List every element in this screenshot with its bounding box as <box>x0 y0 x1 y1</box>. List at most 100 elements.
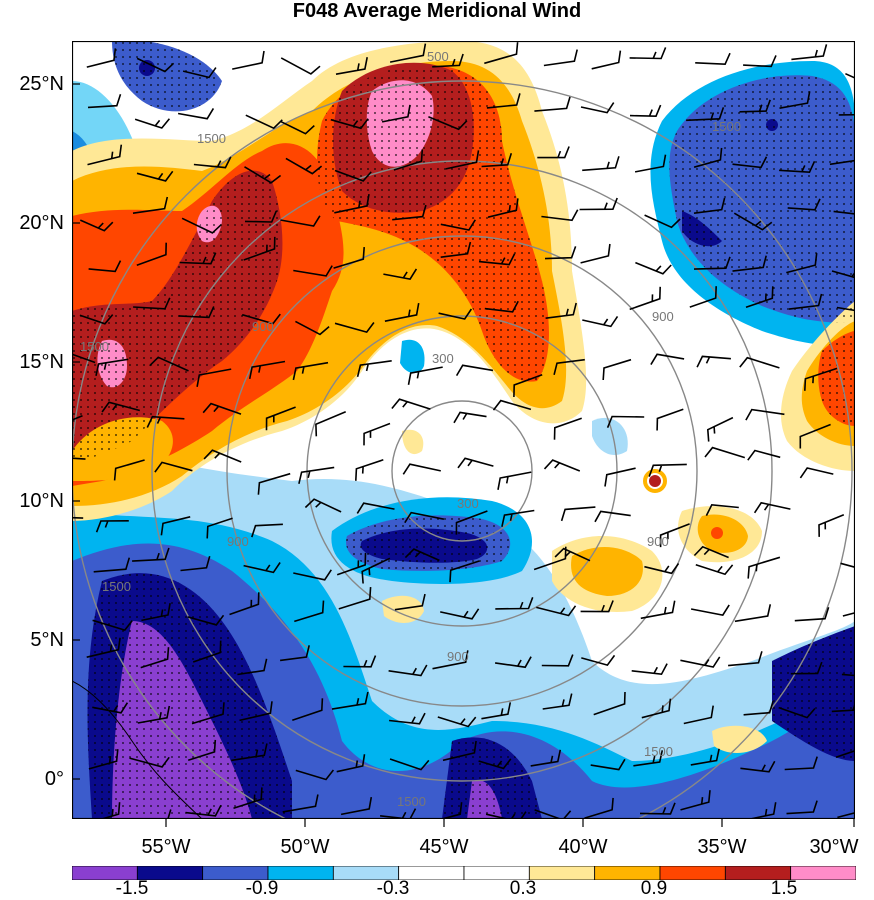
wind-barb <box>404 548 440 562</box>
wind-barb <box>842 612 855 617</box>
wind-barb <box>229 592 260 616</box>
wind-barb <box>335 57 368 75</box>
wind-barb <box>545 302 577 319</box>
wind-barb <box>650 353 685 366</box>
colorbar-swatch <box>790 866 856 880</box>
contour-labels: 500 1500 1500 900 300 300 900 900 900 15… <box>80 49 741 809</box>
wind-barb <box>635 261 672 275</box>
wind-barb <box>279 645 310 662</box>
wind-barb <box>553 417 582 440</box>
wind-barb <box>799 423 831 449</box>
wind-barb <box>644 563 680 575</box>
lon-label-55w: 55°W <box>141 836 191 858</box>
wind-barb <box>178 306 215 319</box>
wind-barb <box>182 67 217 79</box>
wind-barb <box>334 322 375 334</box>
wind-barb <box>501 509 535 527</box>
wind-barb <box>788 293 823 310</box>
wind-barb <box>251 523 283 538</box>
wind-barb <box>248 360 286 380</box>
wind-barb <box>356 502 395 514</box>
colorbar-label: -0.9 <box>245 878 279 899</box>
wind-barb <box>478 253 516 266</box>
wind-barb <box>292 698 324 721</box>
axis-ticks <box>72 83 855 827</box>
wind-barb <box>137 705 171 724</box>
wind-barb <box>389 758 430 771</box>
contour-label: 900 <box>447 649 469 664</box>
wind-barb <box>683 705 714 725</box>
wind-barb <box>432 53 464 68</box>
wind-barb <box>633 750 664 767</box>
wind-barb <box>231 743 268 762</box>
wind-barb <box>233 787 263 809</box>
wind-barb <box>455 364 494 377</box>
wind-barb <box>88 260 122 273</box>
wind-barb <box>790 661 823 675</box>
wind-barb <box>154 461 193 473</box>
wind-barb <box>833 210 855 215</box>
wind-barb <box>338 587 372 610</box>
wind-barb <box>582 156 620 172</box>
wind-barb <box>187 739 217 762</box>
contour-label: 1500 <box>712 119 741 134</box>
wind-barb <box>136 170 174 182</box>
wind-barb <box>243 236 276 261</box>
wind-barb <box>804 367 838 391</box>
contour-label: 900 <box>652 309 674 324</box>
wind-barb <box>582 315 619 328</box>
wind-barb <box>279 120 315 135</box>
wind-barb <box>442 740 477 762</box>
lat-label-15n: 15°N <box>19 351 64 373</box>
wind-barb <box>835 749 855 759</box>
wind-barb <box>740 760 776 773</box>
wind-barb <box>648 463 687 477</box>
wind-barb <box>581 654 616 667</box>
contour-label: 1500 <box>644 744 673 759</box>
wind-barb <box>841 673 855 677</box>
wind-barb <box>794 606 830 622</box>
wind-barb <box>340 796 373 816</box>
wind-barb <box>380 808 417 819</box>
wind-barb <box>92 619 133 632</box>
wind-barb <box>72 414 83 421</box>
contour-label: 900 <box>647 534 669 549</box>
wind-barb <box>747 449 781 461</box>
wind-barbs <box>72 42 855 819</box>
wind-barb <box>779 160 816 174</box>
lon-label-35w: 35°W <box>697 836 747 858</box>
wind-barb <box>693 147 723 168</box>
wind-barb <box>99 802 121 819</box>
wind-barb <box>791 44 828 61</box>
wind-barb <box>536 605 577 617</box>
wind-barb <box>179 252 217 265</box>
lat-label-5n: 5°N <box>30 629 64 651</box>
wind-barb <box>497 471 532 490</box>
wind-barb <box>440 219 476 231</box>
wind-barb <box>747 556 781 579</box>
significance-stippling <box>72 41 855 819</box>
contour-label: 1500 <box>197 131 226 146</box>
wind-barb <box>560 506 596 522</box>
wind-barb <box>641 698 672 719</box>
contour-label: 300 <box>432 351 454 366</box>
wind-barb <box>695 52 731 66</box>
wind-barb <box>639 802 676 815</box>
wind-barb <box>384 302 420 322</box>
wind-barb <box>787 198 821 211</box>
wind-barb <box>634 154 667 173</box>
contour-label: 900 <box>227 534 249 549</box>
wind-barb <box>544 246 577 260</box>
wind-barb <box>315 411 347 437</box>
map-plot: 500 1500 1500 900 300 300 900 900 900 15… <box>72 41 855 819</box>
wind-barb <box>196 368 232 387</box>
wind-barb <box>134 118 171 129</box>
wind-barb <box>590 758 626 771</box>
wind-barb <box>343 655 377 668</box>
wind-barb <box>381 104 411 123</box>
wind-barb <box>294 600 325 623</box>
wind-barb <box>295 769 335 781</box>
wind-barb <box>593 691 626 716</box>
wind-barb <box>280 215 321 227</box>
wind-barb <box>239 701 273 722</box>
